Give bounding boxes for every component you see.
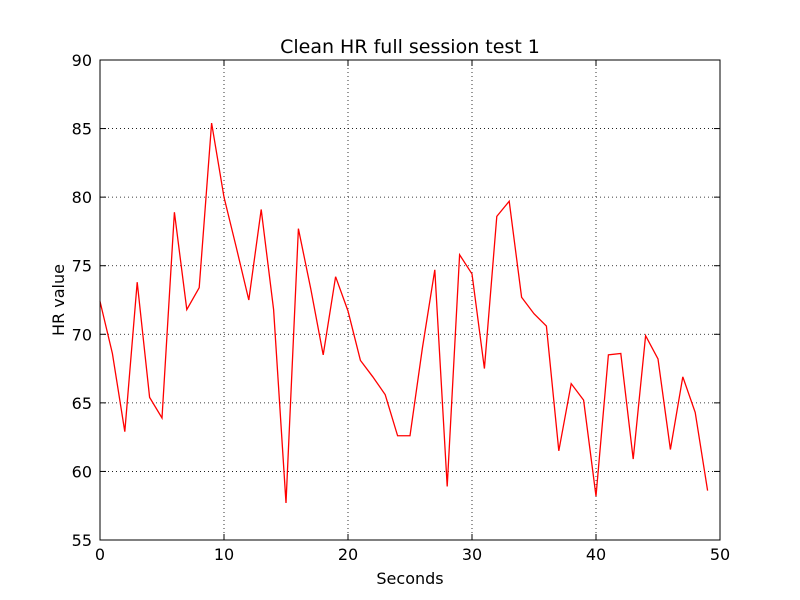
grid	[100, 60, 720, 540]
x-axis-title: Seconds	[376, 569, 443, 588]
x-tick-label: 40	[586, 545, 606, 564]
y-tick-label: 65	[72, 394, 92, 413]
y-tick-label: 55	[72, 531, 92, 550]
y-axis-title: HR value	[49, 264, 68, 336]
x-tick-label: 10	[214, 545, 234, 564]
hr-series-line	[99, 122, 709, 504]
y-tick-label: 90	[72, 51, 92, 70]
plot-frame	[99, 59, 721, 541]
x-tick-label: 50	[710, 545, 730, 564]
y-tick-label: 80	[72, 188, 92, 207]
x-tick-label: 0	[95, 545, 105, 564]
y-tick-label: 75	[72, 257, 92, 276]
chart-title: Clean HR full session test 1	[280, 36, 540, 58]
y-tick-label: 60	[72, 462, 92, 481]
y-tick-label: 70	[72, 325, 92, 344]
series-layer	[99, 122, 709, 504]
ticks: 0 10 20 30 40 50 55 60 65 70 75 80 85 90	[72, 51, 731, 564]
y-tick-label: 85	[72, 120, 92, 139]
x-tick-label: 20	[338, 545, 358, 564]
x-tick-label: 30	[462, 545, 482, 564]
